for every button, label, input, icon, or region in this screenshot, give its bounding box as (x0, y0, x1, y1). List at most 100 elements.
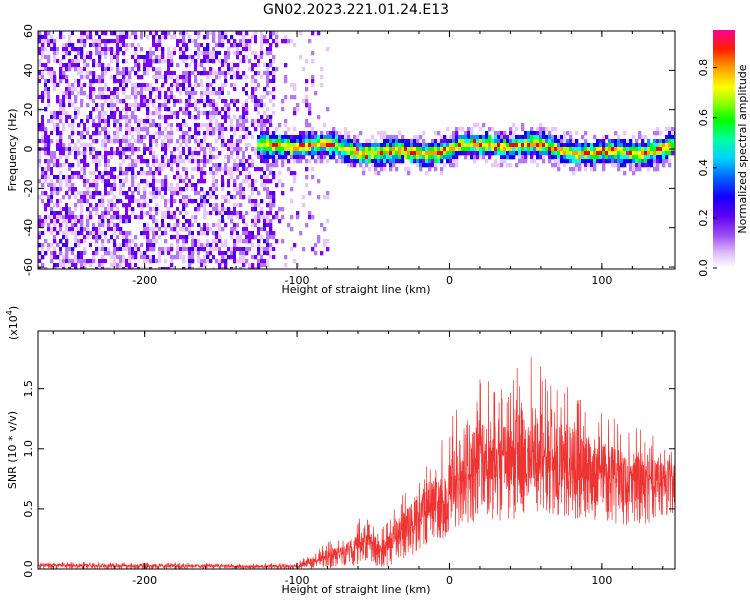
spectrogram-cell (254, 151, 258, 156)
spectrogram-cell (128, 215, 132, 220)
spectrogram-cell (77, 179, 81, 184)
spectrogram-cell (194, 59, 198, 64)
spectrogram-cell (53, 227, 57, 232)
spectrogram-cell (122, 47, 126, 52)
spectrogram-cell (590, 143, 594, 148)
spectrogram-cell (101, 103, 105, 108)
spectrogram-cell (140, 203, 144, 208)
spectrogram-cell (203, 191, 207, 196)
spectrogram-cell (98, 151, 102, 156)
spectrogram-cell (212, 107, 216, 112)
spectrogram-cell (503, 135, 507, 140)
spectrogram-cell (152, 135, 156, 140)
spectrogram-cell (44, 199, 48, 204)
spectrogram-cell (251, 35, 255, 40)
spectrogram-cell (50, 75, 54, 80)
spectrogram-cell (152, 231, 156, 236)
spectrogram-cell (164, 115, 168, 120)
spectrogram-cell (104, 79, 108, 84)
spectrogram-cell (230, 167, 234, 172)
spectrogram-cell (185, 239, 189, 244)
spectrogram-cell (638, 159, 642, 164)
spectrogram-cell (674, 131, 675, 136)
spectrogram-cell (56, 211, 60, 216)
spectrogram-cell (83, 179, 87, 184)
spectrogram-cell (188, 147, 192, 152)
spectrogram-cell (200, 99, 204, 104)
spectrogram-cell (53, 115, 57, 120)
spectrogram-cell (236, 211, 240, 216)
spectrogram-cell (194, 267, 198, 269)
spectrogram-cell (41, 63, 45, 68)
spectrogram-cell (413, 151, 417, 156)
spectrogram-cell (335, 135, 339, 140)
spectrogram-cell (41, 39, 45, 44)
spectrogram-cell (59, 207, 63, 212)
spectrogram-cell (38, 255, 42, 260)
spectrogram-cell (62, 167, 66, 172)
spectrogram-cell (272, 199, 276, 204)
spectrogram-cell (164, 91, 168, 96)
spectrogram-cell (329, 139, 333, 144)
spectrogram-cell (281, 191, 285, 196)
spectrogram-cell (233, 259, 237, 264)
spectrogram-cell (200, 227, 204, 232)
spectrogram-cell (167, 267, 171, 269)
spectrogram-cell (95, 51, 99, 56)
spectrogram-cell (266, 151, 270, 156)
spectrogram-cell (458, 127, 462, 132)
spectrogram-cell (440, 151, 444, 156)
spectrogram-cell (212, 183, 216, 188)
spectrogram-cell (101, 203, 105, 208)
spectrogram-cell (38, 223, 42, 228)
spectrogram-cell (392, 151, 396, 156)
spectrogram-cell (314, 135, 318, 140)
spectrogram-cell (155, 59, 159, 64)
spectrogram-cell (467, 143, 471, 148)
spectrogram-cell (83, 63, 87, 68)
spectrogram-cell (44, 59, 48, 64)
spectrogram-cell (275, 39, 279, 44)
spectrogram-cell (92, 91, 96, 96)
spectrogram-cell (77, 131, 81, 136)
spectrogram-cell (311, 59, 315, 64)
spectrogram-cell (71, 215, 75, 220)
spectrogram-cell (221, 175, 225, 180)
spectrogram-cell (524, 151, 528, 156)
spectrogram-cell (179, 107, 183, 112)
spectrogram-cell (599, 139, 603, 144)
spectrogram-cell (269, 187, 273, 192)
spectrogram-cell (248, 43, 252, 48)
spectrogram-cell (170, 203, 174, 208)
spectrogram-cell (182, 267, 186, 269)
spectrogram-cell (74, 91, 78, 96)
spectrogram-cell (77, 39, 81, 44)
spectrogram-cell (593, 163, 597, 168)
spectrogram-cell (251, 187, 255, 192)
spectrogram-cell (128, 211, 132, 216)
spectrogram-cell (428, 159, 432, 164)
spectrogram-cell (266, 143, 270, 148)
spectrogram-cell (95, 251, 99, 256)
spectrogram-cell (191, 179, 195, 184)
spectrogram-cell (272, 139, 276, 144)
spectrogram-cell (245, 167, 249, 172)
spectrogram-cell (71, 107, 75, 112)
spectrogram-cell (44, 83, 48, 88)
spectrogram-cell (74, 67, 78, 72)
spectrogram-cell (269, 199, 273, 204)
spectrogram-cell (95, 43, 99, 48)
spectrogram-cell (440, 159, 444, 164)
spectrogram-cell (239, 103, 243, 108)
spectrogram-cell (152, 111, 156, 116)
spectrogram-cell (248, 67, 252, 72)
spectrogram-cell (305, 103, 309, 108)
spectrogram-cell (68, 111, 72, 116)
spectrogram-cell (524, 131, 528, 136)
spectrogram-cell (143, 95, 147, 100)
spectrogram-cell (176, 75, 180, 80)
spectrogram-cell (74, 187, 78, 192)
spectrogram-cell (266, 63, 270, 68)
spectrogram-cell (134, 159, 138, 164)
spectrogram-cell (263, 155, 267, 160)
